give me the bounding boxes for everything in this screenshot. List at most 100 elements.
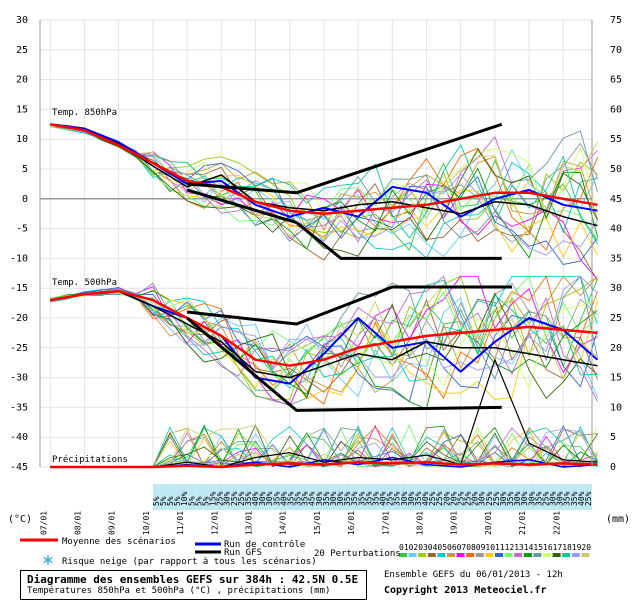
snow-risk-value: 25%: [492, 491, 501, 506]
x-tick-label: 18/01: [415, 511, 424, 535]
snow-risk-value: 5%: [173, 496, 182, 506]
snow-risk-label: Risque neige (par rapport à tous les scé…: [62, 557, 317, 567]
snow-risk-cell: [577, 484, 585, 510]
snow-risk-value: 20%: [442, 491, 451, 506]
legend-perturbation-swatch: [466, 553, 475, 557]
right-tick-label: 60: [610, 104, 622, 115]
x-tick-label: 12/01: [210, 511, 219, 535]
snow-risk-cell: [485, 484, 493, 510]
label-precip: Précipitations: [52, 454, 128, 465]
snow-risk-cell: [457, 484, 465, 510]
left-tick-label: -15: [10, 283, 28, 294]
snow-risk-value: 5%: [152, 496, 161, 506]
right-tick-label: 45: [610, 194, 622, 205]
snow-risk-cell: [521, 484, 529, 510]
legend-perturbation-id: 09: [476, 543, 486, 552]
legend-perturbation-swatch: [514, 553, 523, 557]
snow-risk-value: 30%: [329, 491, 338, 506]
left-unit: (°C): [8, 514, 32, 525]
snow-risk-cell: [407, 484, 415, 510]
snow-risk-value: 30%: [407, 491, 416, 506]
snow-risk-value: 35%: [357, 491, 366, 506]
snow-risk-cell: [230, 484, 238, 510]
t500-spread-lower: [186, 316, 502, 412]
snow-risk-value: 30%: [223, 491, 232, 506]
label-t500: Temp. 500hPa: [52, 278, 117, 288]
legend-perturbation-id: 07: [457, 543, 467, 552]
snow-risk-cell: [308, 484, 316, 510]
right-tick-label: 75: [610, 15, 622, 26]
t500-perturbation-15: [50, 275, 598, 406]
snow-risk-cell: [499, 484, 507, 510]
t500-mean-line: [50, 289, 598, 367]
left-tick-label: -35: [10, 402, 28, 413]
snow-risk-cell: [507, 484, 515, 510]
left-tick-label: -10: [10, 253, 28, 264]
snow-risk-value: 30%: [549, 491, 558, 506]
snow-risk-value: 35%: [286, 491, 295, 506]
snow-risk-value: 30%: [315, 491, 324, 506]
right-tick-label: 35: [610, 253, 622, 264]
legend-perturbation-swatch: [562, 553, 571, 557]
snow-risk-cell: [329, 484, 337, 510]
snow-risk-value: 25%: [485, 491, 494, 506]
snow-risk-value: 25%: [428, 491, 437, 506]
snow-risk-cell: [181, 484, 189, 510]
legend-perturbation-id: 13: [514, 543, 524, 552]
snow-risk-cell: [450, 484, 458, 510]
snow-risk-cell: [464, 484, 472, 510]
left-tick-label: 10: [16, 134, 28, 145]
legend-perturbation-id: 12: [505, 543, 515, 552]
snow-risk-value: 40%: [279, 491, 288, 506]
snow-risk-value: 30%: [499, 491, 508, 506]
legend-perturbation-id: 02: [409, 543, 419, 552]
snow-risk-value: 30%: [400, 491, 409, 506]
snow-risk-cell: [223, 484, 231, 510]
snow-risk-value: 35%: [393, 491, 402, 506]
x-tick-label: 21/01: [518, 511, 527, 535]
right-tick-label: 55: [610, 134, 622, 145]
snow-risk-cell: [280, 484, 288, 510]
x-tick-label: 19/01: [450, 511, 459, 535]
snow-risk-value: 35%: [506, 491, 515, 506]
t850-spread-lower: [186, 188, 502, 260]
snow-risk-value: 45%: [308, 491, 317, 506]
legend-perturbation-swatch: [523, 553, 532, 557]
snowflake-icon: [43, 555, 53, 565]
left-tick-label: 0: [22, 194, 28, 205]
copyright: Copyright 2013 Meteociel.fr: [384, 585, 547, 596]
snow-risk-value: 30%: [520, 491, 529, 506]
snow-risk-cell: [422, 484, 430, 510]
legend-control-label: Run de contrôle: [224, 540, 306, 550]
right-tick-label: 30: [610, 283, 622, 294]
legend-perturbation-swatch: [399, 553, 407, 557]
snow-risk-cell: [167, 484, 175, 510]
legend-perturbation-swatch: [408, 553, 417, 557]
snow-risk-cell: [337, 484, 345, 510]
legend-perturbation-id: 15: [533, 543, 543, 552]
legend: 01 02 03 04 05 06 07 08 09 10 11 12 13 14 15 16 17 18 19 20: [20, 538, 591, 565]
left-tick-label: 15: [16, 104, 28, 115]
snow-risk-value: 30%: [513, 491, 522, 506]
snow-risk-cell: [584, 484, 592, 510]
snow-risk-value: 30%: [265, 491, 274, 506]
legend-perturbation-id: 16: [543, 543, 553, 552]
snow-risk-cell: [443, 484, 451, 510]
x-tick-label: 08/01: [73, 511, 82, 535]
left-tick-label: 30: [16, 15, 28, 26]
snow-risk-value: 35%: [272, 491, 281, 506]
footer-subtitle: Températures 850hPa et 500hPa (°C) , pré…: [27, 586, 331, 596]
right-tick-label: 5: [610, 432, 616, 443]
legend-perturbation-swatch: [581, 553, 590, 557]
snow-risk-cell: [159, 484, 167, 510]
left-tick-label: 5: [22, 164, 28, 175]
x-tick-label: 09/01: [108, 511, 117, 535]
snow-risk-value: 35%: [534, 491, 543, 506]
snow-risk-value: 35%: [322, 491, 331, 506]
legend-perturbation-id: 04: [428, 543, 438, 552]
right-unit: (mm): [606, 514, 630, 525]
snow-risk-cell: [301, 484, 309, 510]
snow-risk-cell: [195, 484, 203, 510]
footer-box: Diagramme des ensembles GEFS sur 384h : …: [20, 570, 367, 600]
legend-perturbation-swatch: [427, 553, 436, 557]
